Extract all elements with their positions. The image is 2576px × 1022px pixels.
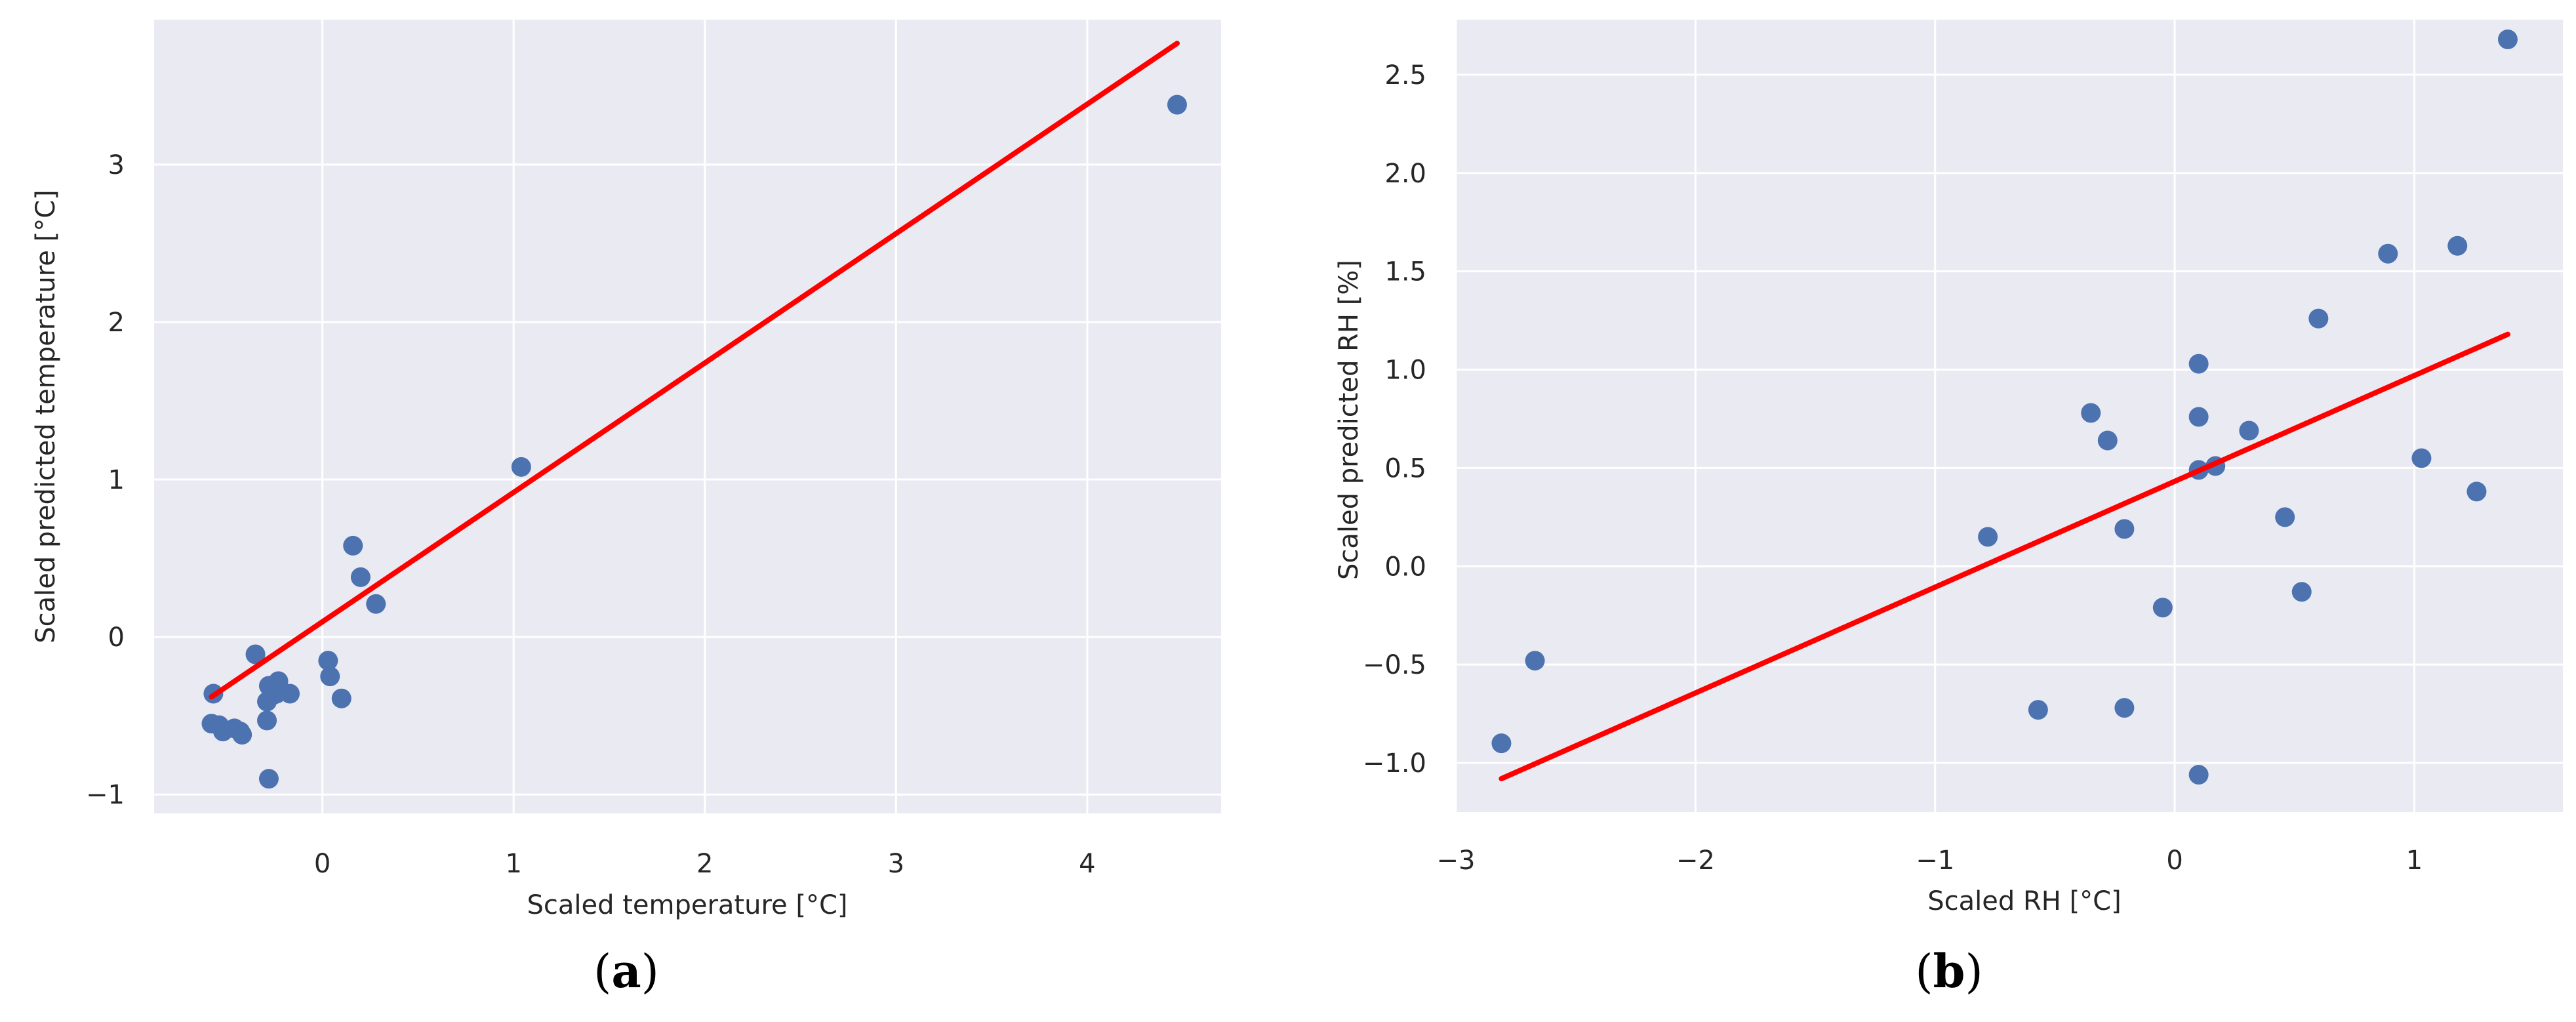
y-tick-label: 2 <box>108 308 125 338</box>
data-point <box>2497 29 2518 49</box>
data-point <box>343 535 363 556</box>
y-tick-labels: −1 0 1 2 3 <box>86 150 125 810</box>
y-tick-label: 1.0 <box>1384 356 1426 386</box>
data-point <box>1167 94 1187 115</box>
grid-lines <box>154 20 1221 813</box>
y-tick-label: 2.0 <box>1384 159 1426 189</box>
panel-letter-a: a <box>611 944 641 998</box>
data-point <box>280 684 300 704</box>
panel-a: 0 1 2 3 4 −1 0 1 2 3 Scaled temperature [°C] Sca… <box>31 20 1221 998</box>
data-point <box>366 594 386 614</box>
data-point <box>2081 403 2101 423</box>
y-tick-label: −0.5 <box>1363 650 1426 680</box>
data-point <box>2447 235 2468 256</box>
x-axis-label: Scaled RH [°C] <box>1927 886 2121 916</box>
y-tick-labels: −1.0 −0.5 0.0 0.5 1.0 1.5 2.0 2.5 <box>1363 60 1426 779</box>
data-point <box>320 666 340 687</box>
data-point <box>258 769 279 789</box>
plot-area <box>154 20 1221 813</box>
y-tick-label: −1 <box>86 780 125 810</box>
y-tick-label: 1.5 <box>1384 257 1426 287</box>
scatter-points <box>201 94 1187 789</box>
data-point <box>1491 733 1512 754</box>
fit-line <box>209 41 1180 700</box>
y-tick-label: 3 <box>108 150 125 180</box>
fit-line <box>1499 331 2510 782</box>
data-point <box>2308 308 2329 329</box>
data-point <box>2188 354 2209 374</box>
x-tick-label: 4 <box>1079 849 1095 879</box>
y-tick-label: 0.0 <box>1384 552 1426 582</box>
data-point <box>1525 651 1545 671</box>
data-point <box>2188 407 2209 427</box>
x-tick-label: 3 <box>888 849 904 879</box>
y-tick-label: 2.5 <box>1384 60 1426 91</box>
y-axis-label: Scaled predicted RH [%] <box>1334 260 1364 580</box>
data-point <box>2097 430 2118 451</box>
data-point <box>2411 448 2432 468</box>
data-point <box>350 567 371 587</box>
panel-caption-b: (b) <box>1915 944 1983 998</box>
x-tick-label: 1 <box>505 849 521 879</box>
data-point <box>511 457 531 477</box>
y-tick-label: 0.5 <box>1384 453 1426 483</box>
grid-lines <box>1455 20 2563 812</box>
x-axis-label: Scaled temperature [°C] <box>527 890 847 920</box>
data-point <box>2152 598 2173 618</box>
data-point <box>2188 765 2209 785</box>
regression-line <box>209 41 1180 700</box>
x-tick-label: 0 <box>314 849 331 879</box>
data-point <box>2275 507 2295 527</box>
data-point <box>232 724 252 745</box>
x-tick-label: 2 <box>696 849 713 879</box>
x-tick-label: −2 <box>1676 846 1715 876</box>
y-axis-label: Scaled predicted temperature [°C] <box>31 190 61 643</box>
x-tick-label: −3 <box>1437 846 1476 876</box>
x-tick-label: −1 <box>1916 846 1954 876</box>
data-point <box>257 710 277 731</box>
data-point <box>2028 700 2048 720</box>
x-tick-label: 0 <box>2166 846 2183 876</box>
data-point <box>268 671 289 691</box>
x-tick-labels: 0 1 2 3 4 <box>314 849 1096 879</box>
x-tick-labels: −3 −2 −1 0 1 <box>1437 846 2423 876</box>
panel-caption-a: (a) <box>594 944 659 998</box>
data-point <box>2466 481 2487 502</box>
regression-line <box>1499 331 2510 782</box>
panel-b: −3 −2 −1 0 1 −1.0 −0.5 0.0 0.5 1.0 1.5 2.0 2.5 Scal… <box>1334 20 2563 998</box>
x-tick-label: 1 <box>2406 846 2423 876</box>
data-point <box>2114 519 2135 539</box>
data-point <box>318 651 338 671</box>
data-point <box>2291 582 2312 602</box>
plot-area <box>1456 20 2563 812</box>
y-tick-label: 0 <box>108 623 125 653</box>
y-tick-label: 1 <box>108 465 125 495</box>
data-point <box>245 644 266 664</box>
data-point <box>1978 527 1998 547</box>
data-point <box>331 688 352 708</box>
data-point <box>2239 420 2259 441</box>
panel-letter-b: b <box>1933 944 1965 998</box>
y-tick-label: −1.0 <box>1363 748 1426 779</box>
data-point <box>2378 243 2398 264</box>
data-point <box>2114 698 2135 718</box>
